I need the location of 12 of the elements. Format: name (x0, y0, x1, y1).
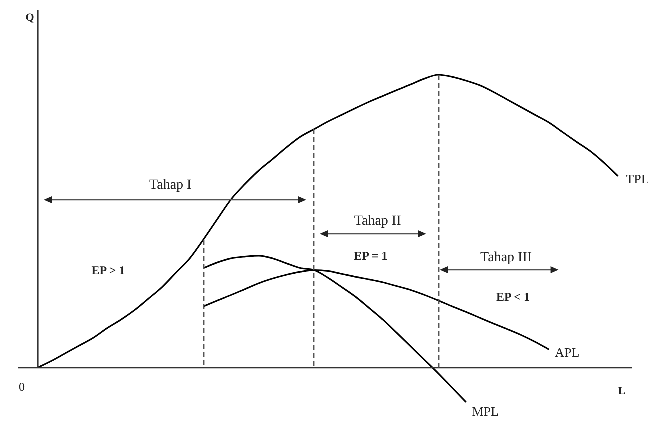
annotation: EP < 1 (496, 290, 530, 304)
series-label: MPL (472, 404, 500, 419)
x-axis-title: L (618, 386, 626, 398)
annotation: EP > 1 (92, 263, 126, 278)
series-label: TPL (626, 172, 650, 187)
annotation: Tahap III (480, 250, 532, 266)
series-label: APL (555, 345, 580, 360)
annotation: EP = 1 (354, 248, 388, 263)
annotation: Tahap I (150, 178, 192, 193)
annotation: 0 (19, 380, 25, 394)
y-axis-title: Q (26, 12, 35, 24)
annotation: Tahap II (354, 214, 402, 230)
